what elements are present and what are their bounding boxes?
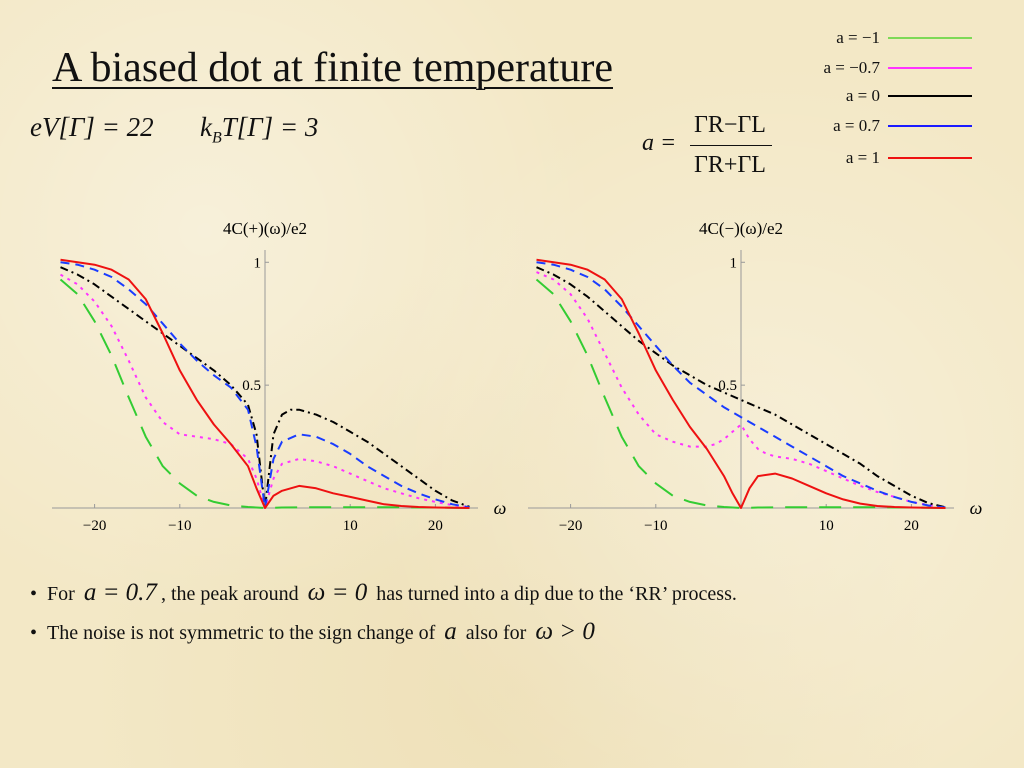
legend-swatch xyxy=(888,67,972,69)
legend-swatch xyxy=(888,37,972,39)
x-tick-label: −20 xyxy=(83,518,106,534)
y-tick-label: 1 xyxy=(730,255,738,271)
y-tick-label: 0.5 xyxy=(718,378,737,394)
x-axis-label: ω xyxy=(494,498,507,518)
x-tick-label: 10 xyxy=(819,518,834,534)
series-line xyxy=(60,258,470,509)
series-line xyxy=(536,258,946,509)
x-tick-label: −20 xyxy=(559,518,582,534)
formula-lhs: a = xyxy=(642,130,677,156)
legend-item: a = 1 xyxy=(790,148,990,176)
fraction-bar xyxy=(690,145,772,146)
bullet-text: The noise is not symmetric to the sign c… xyxy=(47,622,436,644)
bullet-math: ω > 0 xyxy=(535,618,595,645)
legend-label: a = −0.7 xyxy=(823,58,880,77)
y-tick-label: 1 xyxy=(254,255,262,271)
series-line xyxy=(59,278,470,509)
temperature-parameter: kBT[Γ] = 3 xyxy=(200,112,318,147)
formula-numerator: ΓR−ΓL xyxy=(694,112,766,138)
legend-label: a = −1 xyxy=(836,28,880,47)
legend-swatch xyxy=(888,125,972,127)
legend-label: a = 1 xyxy=(845,148,880,167)
bullet-marker: • xyxy=(30,583,48,605)
noise-charts: 4C(+)(ω)/e2 ω −20 −10 10 20 0.5 1 4C(−)(ω)/e2 ω −2… xyxy=(52,219,983,534)
x-tick-label: 10 xyxy=(343,518,358,534)
legend-item: a = −0.7 xyxy=(790,58,990,86)
legend-item: a = 0 xyxy=(790,86,990,114)
x-tick-label: 20 xyxy=(428,518,443,534)
series-line xyxy=(536,266,946,509)
formula-denominator: ΓR+ΓL xyxy=(694,152,766,178)
legend-item: a = −1 xyxy=(790,28,990,56)
y-tick-label: 0.5 xyxy=(242,378,261,394)
temperature-rest: T[Γ] = 3 xyxy=(221,112,319,142)
temperature-k: k xyxy=(200,112,212,142)
x-tick-label: −10 xyxy=(644,518,667,534)
series-line xyxy=(536,261,946,509)
series-line xyxy=(60,266,470,509)
series-line xyxy=(60,261,470,509)
series-line xyxy=(535,278,946,509)
legend-item: a = 0.7 xyxy=(790,116,990,144)
bullet-item: • The noise is not symmetric to the sign… xyxy=(30,617,990,648)
temperature-subscript: B xyxy=(211,129,222,147)
bullet-math: ω = 0 xyxy=(307,579,368,606)
legend-swatch xyxy=(888,157,972,159)
bias-parameter: eV[Γ] = 22 xyxy=(30,112,154,142)
bullet-text: also for xyxy=(465,622,527,644)
x-tick-label: 20 xyxy=(904,518,919,534)
chart-title: 4C(−)(ω)/e2 xyxy=(699,219,783,238)
chart-title: 4C(+)(ω)/e2 xyxy=(223,219,307,238)
bullet-text: , the peak around xyxy=(160,583,299,605)
asymmetry-formula: a = ΓR−ΓL ΓR+ΓL xyxy=(642,112,792,184)
bullet-text: For xyxy=(47,583,75,605)
bullet-marker: • xyxy=(30,622,48,644)
bullet-text: has turned into a dip due to the ‘RR’ pr… xyxy=(376,583,737,605)
legend-label: a = 0.7 xyxy=(833,116,880,135)
legend: a = −1 a = −0.7 a = 0 a = 0.7 a = 1 xyxy=(790,28,990,178)
x-axis-label: ω xyxy=(970,498,983,518)
x-tick-label: −10 xyxy=(168,518,191,534)
bullet-math: a = 0.7 xyxy=(83,579,157,606)
slide-title: A biased dot at finite temperature xyxy=(52,45,613,91)
legend-label: a = 0 xyxy=(845,86,880,105)
legend-swatch xyxy=(888,95,972,97)
bullet-item: • For a = 0.7, the peak around ω = 0 has… xyxy=(30,578,990,609)
bullet-list: • For a = 0.7, the peak around ω = 0 has… xyxy=(30,578,990,648)
bullet-math: a xyxy=(444,618,457,645)
